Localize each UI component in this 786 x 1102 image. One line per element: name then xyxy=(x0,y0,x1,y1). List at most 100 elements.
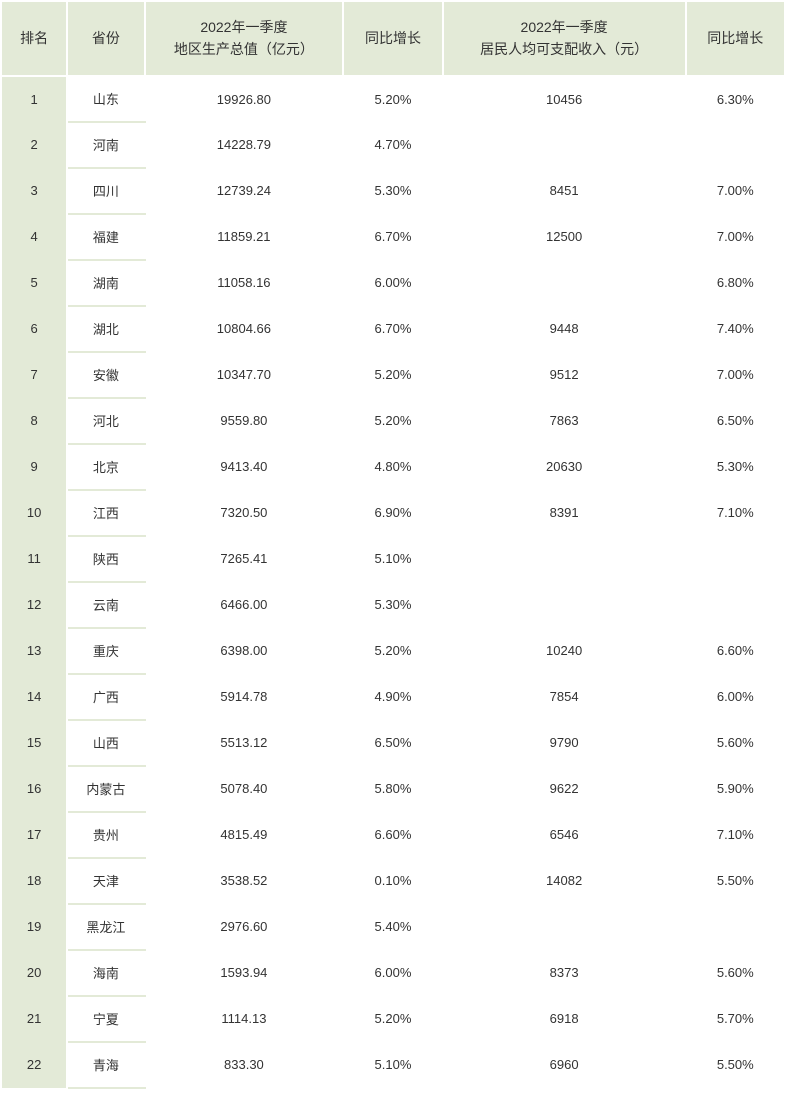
cell-rank: 11 xyxy=(1,536,67,582)
cell-gdp_growth: 5.20% xyxy=(343,996,442,1042)
table-row: 15山西5513.126.50%97905.60% xyxy=(1,720,785,766)
cell-gdp: 833.30 xyxy=(145,1042,344,1088)
cell-income: 9448 xyxy=(443,306,686,352)
table-row: 12云南6466.005.30% xyxy=(1,582,785,628)
cell-gdp_growth: 5.30% xyxy=(343,168,442,214)
cell-income xyxy=(443,582,686,628)
cell-province: 山东 xyxy=(67,76,144,122)
cell-income: 6918 xyxy=(443,996,686,1042)
cell-gdp: 2976.60 xyxy=(145,904,344,950)
cell-gdp: 6398.00 xyxy=(145,628,344,674)
col-header-gdp: 2022年一季度地区生产总值（亿元） xyxy=(145,1,344,76)
cell-gdp: 7265.41 xyxy=(145,536,344,582)
cell-gdp: 10804.66 xyxy=(145,306,344,352)
cell-gdp: 11058.16 xyxy=(145,260,344,306)
cell-income_growth: 6.80% xyxy=(686,260,785,306)
cell-income: 9622 xyxy=(443,766,686,812)
cell-income: 20630 xyxy=(443,444,686,490)
cell-rank: 7 xyxy=(1,352,67,398)
cell-gdp: 7320.50 xyxy=(145,490,344,536)
cell-province: 河北 xyxy=(67,398,144,444)
table-row: 2河南14228.794.70% xyxy=(1,122,785,168)
cell-rank: 22 xyxy=(1,1042,67,1088)
cell-rank: 9 xyxy=(1,444,67,490)
cell-income: 14082 xyxy=(443,858,686,904)
cell-province: 内蒙古 xyxy=(67,766,144,812)
cell-province: 云南 xyxy=(67,582,144,628)
cell-gdp_growth: 5.80% xyxy=(343,766,442,812)
table-row: 3四川12739.245.30%84517.00% xyxy=(1,168,785,214)
cell-gdp: 1114.13 xyxy=(145,996,344,1042)
cell-income: 8451 xyxy=(443,168,686,214)
cell-gdp: 11859.21 xyxy=(145,214,344,260)
cell-province: 福建 xyxy=(67,214,144,260)
table-row: 5湖南11058.166.00%6.80% xyxy=(1,260,785,306)
cell-gdp: 6466.00 xyxy=(145,582,344,628)
cell-rank: 4 xyxy=(1,214,67,260)
gdp-income-table: 排名 省份 2022年一季度地区生产总值（亿元） 同比增长 2022年一季度居民… xyxy=(0,0,786,1089)
cell-rank: 13 xyxy=(1,628,67,674)
cell-province: 陕西 xyxy=(67,536,144,582)
cell-gdp: 4815.49 xyxy=(145,812,344,858)
cell-gdp_growth: 5.20% xyxy=(343,76,442,122)
cell-rank: 18 xyxy=(1,858,67,904)
cell-income_growth: 7.40% xyxy=(686,306,785,352)
cell-gdp_growth: 5.20% xyxy=(343,352,442,398)
cell-province: 广西 xyxy=(67,674,144,720)
cell-gdp_growth: 0.10% xyxy=(343,858,442,904)
table-body: 1山东19926.805.20%104566.30%2河南14228.794.7… xyxy=(1,76,785,1088)
table-row: 18天津3538.520.10%140825.50% xyxy=(1,858,785,904)
cell-income: 7863 xyxy=(443,398,686,444)
cell-income xyxy=(443,122,686,168)
cell-rank: 10 xyxy=(1,490,67,536)
cell-income: 9790 xyxy=(443,720,686,766)
cell-province: 四川 xyxy=(67,168,144,214)
cell-province: 贵州 xyxy=(67,812,144,858)
cell-income_growth: 7.10% xyxy=(686,490,785,536)
cell-province: 湖南 xyxy=(67,260,144,306)
table-row: 11陕西7265.415.10% xyxy=(1,536,785,582)
cell-income: 10456 xyxy=(443,76,686,122)
cell-gdp_growth: 4.90% xyxy=(343,674,442,720)
cell-province: 江西 xyxy=(67,490,144,536)
table-row: 14广西5914.784.90%78546.00% xyxy=(1,674,785,720)
col-header-income: 2022年一季度居民人均可支配收入（元） xyxy=(443,1,686,76)
cell-gdp_growth: 5.30% xyxy=(343,582,442,628)
cell-gdp: 9559.80 xyxy=(145,398,344,444)
cell-province: 青海 xyxy=(67,1042,144,1088)
cell-gdp: 1593.94 xyxy=(145,950,344,996)
cell-gdp_growth: 6.90% xyxy=(343,490,442,536)
cell-income: 6960 xyxy=(443,1042,686,1088)
cell-income_growth: 5.60% xyxy=(686,720,785,766)
table-row: 1山东19926.805.20%104566.30% xyxy=(1,76,785,122)
cell-province: 天津 xyxy=(67,858,144,904)
header-row: 排名 省份 2022年一季度地区生产总值（亿元） 同比增长 2022年一季度居民… xyxy=(1,1,785,76)
cell-rank: 12 xyxy=(1,582,67,628)
cell-gdp_growth: 4.70% xyxy=(343,122,442,168)
col-header-rank: 排名 xyxy=(1,1,67,76)
cell-gdp_growth: 5.40% xyxy=(343,904,442,950)
cell-income: 6546 xyxy=(443,812,686,858)
cell-province: 山西 xyxy=(67,720,144,766)
cell-rank: 16 xyxy=(1,766,67,812)
table-row: 6湖北10804.666.70%94487.40% xyxy=(1,306,785,352)
cell-rank: 19 xyxy=(1,904,67,950)
cell-gdp: 14228.79 xyxy=(145,122,344,168)
col-header-gdp-growth: 同比增长 xyxy=(343,1,442,76)
cell-gdp: 5078.40 xyxy=(145,766,344,812)
cell-income_growth xyxy=(686,582,785,628)
cell-gdp_growth: 6.00% xyxy=(343,950,442,996)
cell-rank: 3 xyxy=(1,168,67,214)
cell-province: 宁夏 xyxy=(67,996,144,1042)
cell-rank: 5 xyxy=(1,260,67,306)
cell-income xyxy=(443,536,686,582)
cell-gdp: 5513.12 xyxy=(145,720,344,766)
cell-income_growth: 7.00% xyxy=(686,352,785,398)
table-row: 9北京9413.404.80%206305.30% xyxy=(1,444,785,490)
cell-rank: 14 xyxy=(1,674,67,720)
table-row: 22青海833.305.10%69605.50% xyxy=(1,1042,785,1088)
cell-income_growth: 6.30% xyxy=(686,76,785,122)
cell-income: 8373 xyxy=(443,950,686,996)
cell-gdp: 12739.24 xyxy=(145,168,344,214)
cell-income: 8391 xyxy=(443,490,686,536)
